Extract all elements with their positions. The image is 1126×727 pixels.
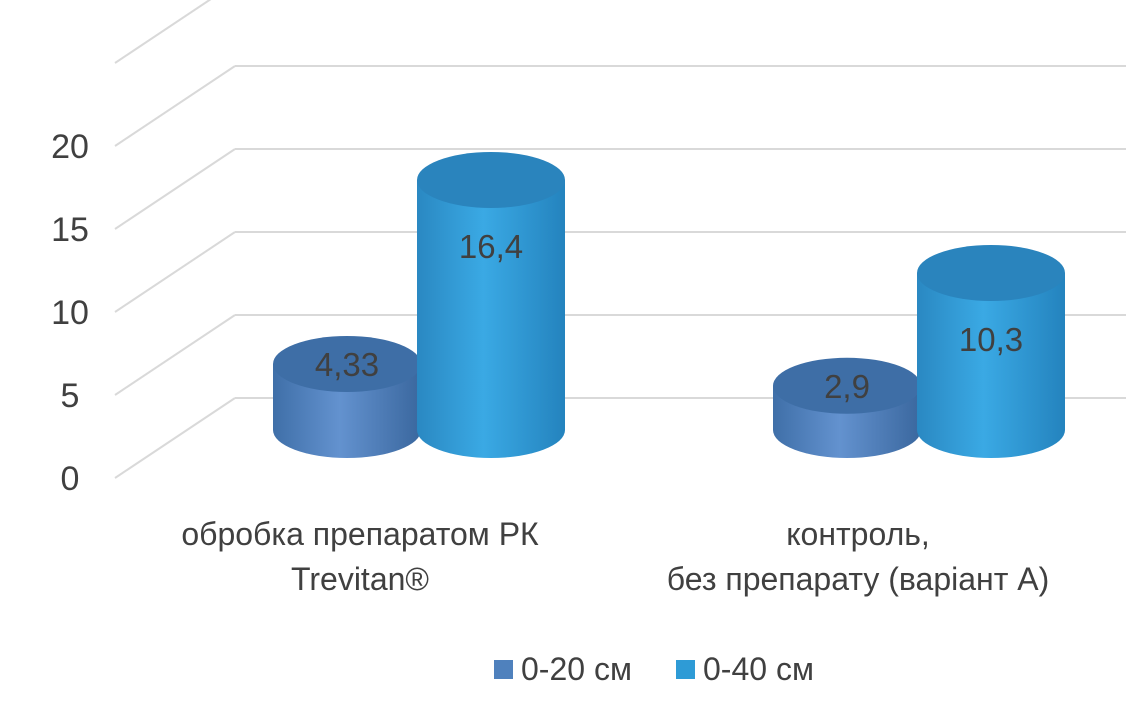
gridline-side [114,0,212,64]
x-axis: обробка препаратом РК Trevitan® контроль, б… [181,516,1049,597]
bar [773,357,921,458]
gridline-side [114,65,236,147]
y-axis: 0 5 10 15 20 [51,128,89,498]
legend-label: 0-20 см [521,651,632,687]
gridline-side [114,231,236,313]
legend: 0-20 см 0-40 см [494,651,814,687]
y-tick-label: 0 [61,460,80,498]
bar-top [417,152,565,208]
data-label: 10,3 [959,321,1023,358]
legend-label: 0-40 см [703,651,814,687]
y-tick-label: 20 [51,128,89,166]
legend-swatch [494,660,513,679]
data-label: 4,33 [315,346,379,383]
bar [273,335,421,458]
category-label: контроль, [786,516,930,552]
y-tick-label: 15 [51,211,89,249]
gridline-side [114,314,236,396]
bars: 4,33 2,9 16,4 10,3 [273,152,1065,458]
y-tick-label: 10 [51,294,89,332]
bar [917,244,1065,458]
category-label: без препарату (варіант А) [667,561,1049,597]
gridline-side [114,148,236,230]
category-label: обробка препаратом РК [181,516,539,552]
gridline-side [114,397,236,479]
bar [417,152,565,458]
y-tick-label: 5 [61,377,80,415]
bar-body [917,272,1065,458]
bar-top [917,244,1065,301]
legend-swatch [676,660,695,679]
data-label: 16,4 [459,228,523,265]
category-label: Trevitan® [291,561,429,597]
bar-top [273,335,421,392]
data-label: 2,9 [824,368,870,405]
bar-body [417,180,565,458]
bar-top [773,357,921,414]
